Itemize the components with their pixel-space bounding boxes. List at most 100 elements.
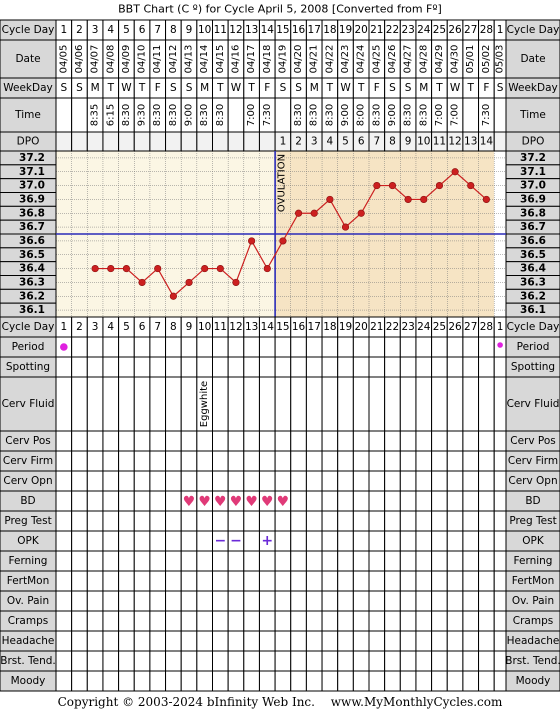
brst-tend-cell: [384, 650, 401, 672]
period-dot: [497, 342, 503, 348]
time-row-value: 8:30: [152, 104, 163, 126]
fertmon-label-right: FertMon: [512, 575, 555, 587]
weekday-row-value: T: [357, 82, 365, 94]
ov-pain-cell: [352, 590, 370, 612]
bd-cell: [71, 490, 88, 512]
cerv-firm-label: Cerv Firm: [3, 455, 53, 467]
time-row-value: 7:30: [481, 104, 492, 126]
cerv-firm-cell: [305, 450, 323, 472]
cycle-day-row-label-right: Cycle Day: [507, 24, 560, 36]
period-cell: [258, 336, 276, 358]
bd-cell: [133, 490, 151, 512]
period-cell: [368, 336, 386, 358]
date-row-label-right: Date: [520, 53, 545, 65]
y-tick-label: 36.7: [19, 221, 45, 233]
ferning-cell: [243, 550, 260, 572]
opk-cell: [86, 530, 104, 552]
y-tick-label-right: 36.9: [520, 193, 546, 205]
bd-cell: [431, 490, 448, 512]
ov-pain-cell: [55, 590, 73, 612]
ov-pain-label-right: Ov. Pain: [512, 595, 554, 607]
period-cell: [478, 336, 495, 358]
dpo-row-label-right: DPO: [522, 136, 545, 148]
preg-test-cell: [133, 510, 151, 532]
cycle-day-row-value: 16: [292, 24, 306, 36]
cerv-fluid-cell: [384, 376, 401, 432]
cycle-day-value: 4: [107, 321, 114, 333]
temperature-point: [263, 264, 271, 273]
preg-test-cell: [493, 510, 507, 532]
cerv-pos-cell: [274, 430, 292, 452]
brst-tend-cell: [431, 650, 448, 672]
cerv-firm-cell: [415, 450, 433, 472]
time-row-label-cell: [0, 97, 57, 133]
brst-tend-cell: [133, 650, 151, 672]
date-row-value: 04/13: [184, 45, 195, 74]
period-cell: [274, 336, 292, 358]
ferning-cell: [118, 550, 135, 572]
spotting-cell: [321, 356, 339, 378]
period-dot: [60, 343, 68, 351]
time-row-value: 8:30: [418, 104, 429, 126]
cycle-day-value: 1: [497, 321, 504, 333]
period-cell: [118, 336, 135, 358]
moody-label-cell-right: [505, 670, 560, 692]
site-link[interactable]: www.MyMonthlyCycles.com: [330, 695, 503, 709]
bd-cell: [415, 490, 433, 512]
ferning-cell: [290, 550, 307, 572]
bd-label-right: BD: [525, 495, 540, 507]
ferning-cell: [86, 550, 104, 572]
spotting-label: Spotting: [6, 361, 50, 373]
cycle-day-row-value: 4: [107, 24, 114, 36]
fertmon-cell: [415, 570, 433, 592]
cycle-day-row-value: 21: [370, 24, 383, 36]
bd-cell: [337, 490, 354, 512]
cycle-day-row-value: 12: [229, 24, 242, 36]
cerv-opn-cell: [180, 470, 198, 492]
headache-cell: [71, 630, 88, 652]
opk-cell: [493, 530, 507, 552]
cramps-cell: [71, 610, 88, 632]
weekday-row-value: F: [483, 82, 489, 94]
moody-cell: [321, 670, 339, 692]
cerv-fluid-cell: [399, 376, 417, 432]
weekday-row-value: W: [450, 82, 461, 94]
spotting-cell: [337, 356, 354, 378]
bd-cell: [352, 490, 370, 512]
cramps-label-right: Cramps: [513, 615, 553, 627]
moody-cell: [415, 670, 433, 692]
cycle-day-value: 3: [92, 321, 99, 333]
cerv-fluid-cell: [165, 376, 182, 432]
brst-tend-cell: [290, 650, 307, 672]
cycle-day-row-value: 10: [198, 24, 211, 36]
cerv-opn-cell: [305, 470, 323, 492]
cramps-cell: [368, 610, 386, 632]
spotting-cell: [102, 356, 120, 378]
moody-cell: [212, 670, 229, 692]
spotting-cell: [86, 356, 104, 378]
brst-tend-cell: [462, 650, 480, 672]
preg-test-cell: [71, 510, 88, 532]
headache-cell: [415, 630, 433, 652]
cerv-opn-cell: [55, 470, 73, 492]
ov-pain-cell: [212, 590, 229, 612]
time-row-label-right: Time: [519, 109, 546, 121]
cerv-fluid-cell: [446, 376, 464, 432]
ov-pain-cell: [243, 590, 260, 612]
cerv-fluid-cell: [258, 376, 276, 432]
cerv-fluid-cell: [493, 376, 507, 432]
cerv-fluid-cell: [462, 376, 480, 432]
date-row-value: 04/05: [58, 45, 69, 74]
preg-test-cell: [180, 510, 198, 532]
ov-pain-cell: [149, 590, 167, 612]
cerv-fluid-cell: [227, 376, 245, 432]
ov-pain-cell: [118, 590, 135, 612]
cerv-fluid-cell: [368, 376, 386, 432]
cerv-firm-cell: [55, 450, 73, 472]
ferning-cell: [102, 550, 120, 572]
cycle-day-row-value: 22: [386, 24, 399, 36]
time-row-cell: [274, 97, 292, 133]
cerv-pos-cell: [165, 430, 182, 452]
cycle-day-value: 19: [339, 321, 352, 333]
preg-test-cell: [227, 510, 245, 532]
